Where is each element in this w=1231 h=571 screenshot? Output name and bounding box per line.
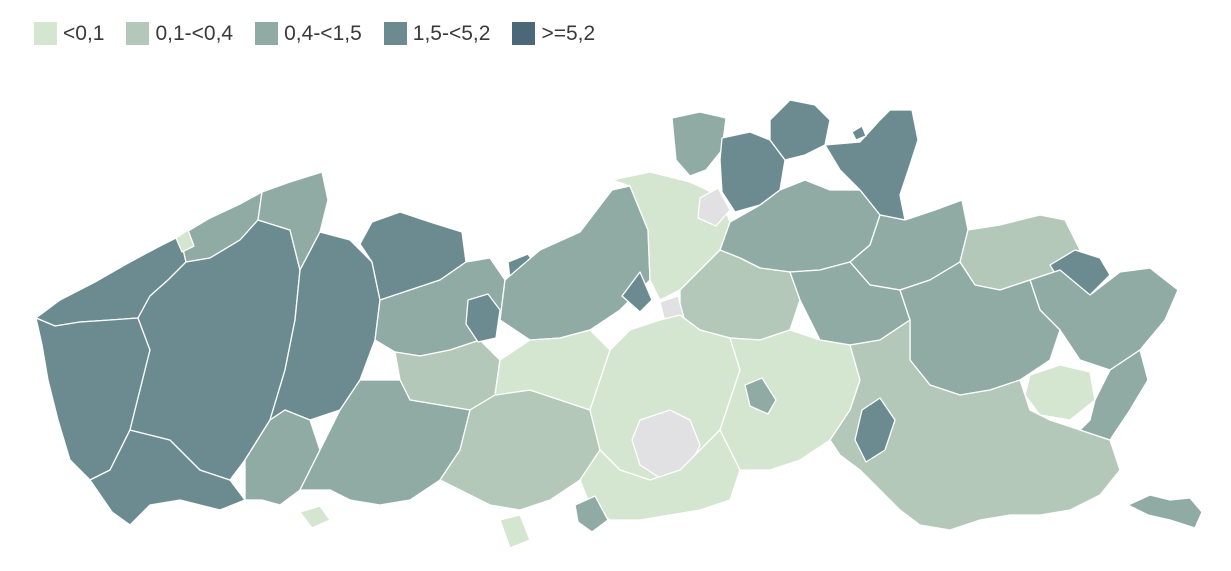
- legend-swatch-class-1: [34, 22, 57, 45]
- legend-label-class-4: 1,5-<5,2: [412, 22, 491, 45]
- region-brabant-south[interactable]: [579, 429, 741, 521]
- region-voeren[interactable]: [1127, 494, 1203, 529]
- region-coast-spot[interactable]: [175, 229, 195, 253]
- region-limburg-south[interactable]: [829, 319, 1121, 531]
- legend-item-class-1[interactable]: <0,1: [34, 22, 104, 45]
- legend-item-class-3[interactable]: 0,4-<1,5: [255, 22, 362, 45]
- region-limburg-spot-b[interactable]: [854, 397, 896, 463]
- region-antwerp-port-nodata: [697, 187, 731, 227]
- legend-swatch-class-3: [255, 22, 279, 45]
- region-leuven-spot[interactable]: [744, 377, 777, 415]
- region-isle[interactable]: [851, 125, 867, 141]
- legend-item-class-2[interactable]: 0,1-<0,4: [126, 22, 233, 45]
- region-gent-spot[interactable]: [465, 293, 501, 343]
- legend-label-class-5: >=5,2: [541, 22, 596, 45]
- legend-label-class-2: 0,1-<0,4: [155, 22, 234, 45]
- region-south-spot[interactable]: [499, 514, 531, 549]
- region-waasland-east[interactable]: [621, 271, 653, 313]
- legend-label-class-3: 0,4-<1,5: [284, 22, 362, 45]
- legend-swatch-class-5: [512, 22, 536, 45]
- region-limburg-spot[interactable]: [1024, 364, 1096, 421]
- legend-swatch-class-4: [383, 22, 407, 45]
- legend-swatch-class-2: [126, 22, 150, 45]
- legend-label-class-1: <0,1: [63, 22, 105, 45]
- region-antwerp-north-a[interactable]: [671, 111, 727, 177]
- region-south-edge[interactable]: [299, 505, 331, 529]
- map-legend: <0,1 0,1-<0,4 0,4-<1,5 1,5-<5,2 >=5,2: [34, 22, 617, 45]
- legend-item-class-4[interactable]: 1,5-<5,2: [383, 22, 491, 45]
- region-limburg-south-east[interactable]: [1079, 349, 1149, 441]
- region-antwerp-north-c[interactable]: [769, 99, 831, 161]
- region-brabant-south-spot[interactable]: [574, 495, 609, 533]
- legend-item-class-5[interactable]: >=5,2: [512, 22, 595, 45]
